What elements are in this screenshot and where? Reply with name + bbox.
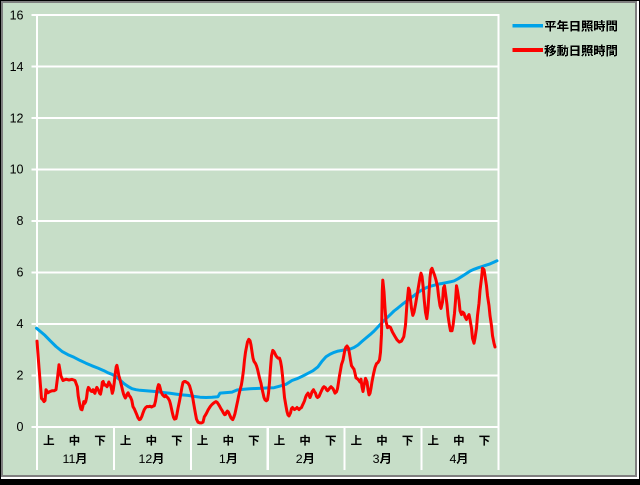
svg-text:0: 0 xyxy=(17,420,24,434)
svg-text:4: 4 xyxy=(17,317,24,331)
svg-text:11: 11 xyxy=(63,452,76,466)
svg-text:2: 2 xyxy=(296,452,303,466)
svg-text:8: 8 xyxy=(17,214,24,228)
svg-text:4: 4 xyxy=(449,452,456,466)
svg-text:6: 6 xyxy=(17,266,24,280)
svg-text:2: 2 xyxy=(17,369,24,383)
svg-text:16: 16 xyxy=(10,8,24,22)
svg-text:1: 1 xyxy=(219,452,226,466)
svg-text:14: 14 xyxy=(10,60,24,74)
svg-text:3: 3 xyxy=(373,452,380,466)
svg-text:12: 12 xyxy=(139,452,153,466)
svg-text:12: 12 xyxy=(10,111,24,125)
svg-text:10: 10 xyxy=(10,163,24,177)
